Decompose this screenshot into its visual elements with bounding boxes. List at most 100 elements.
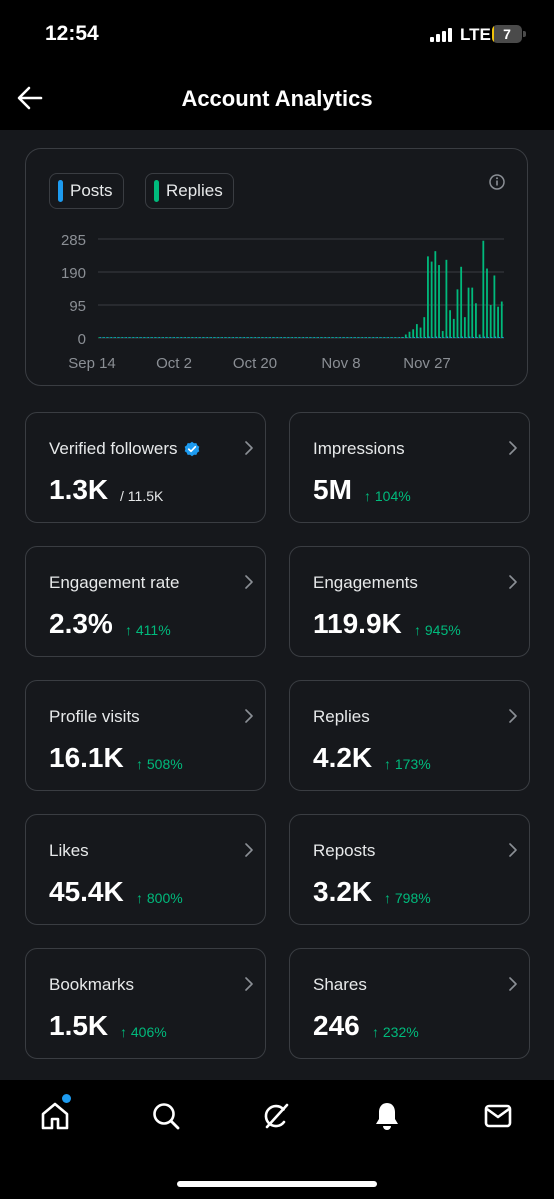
bar-replies (294, 337, 296, 338)
bar-posts (480, 337, 482, 338)
legend-label-posts: Posts (70, 181, 113, 200)
bar-replies (205, 337, 208, 338)
metric-value: 16.1K (49, 742, 124, 773)
metric-value: 1.5K (49, 1010, 109, 1041)
bar-replies (190, 337, 193, 338)
metric-card-engagements[interactable]: Engagements 119.9K ↑ 945% (289, 546, 530, 657)
metric-card-impressions[interactable]: Impressions 5M ↑ 104% (289, 412, 530, 523)
messages-icon[interactable] (482, 1100, 514, 1132)
bar-replies (164, 337, 167, 338)
metric-value: 4.2K (313, 742, 373, 773)
bar-posts (277, 337, 279, 338)
bar-replies (128, 337, 130, 338)
metric-change: ↑ 945% (414, 622, 461, 638)
battery-icon: 7 (492, 25, 522, 43)
search-icon[interactable] (150, 1100, 182, 1132)
bar-replies (386, 337, 389, 338)
bar-replies (460, 266, 463, 338)
bar-posts (498, 336, 500, 338)
bar-posts (391, 337, 393, 338)
metric-card-profile-visits[interactable]: Profile visits 16.1K ↑ 508% (25, 680, 266, 791)
bar-posts (476, 336, 478, 338)
bar-replies (434, 251, 437, 338)
bar-posts (339, 337, 342, 338)
bar-replies (172, 337, 175, 338)
metric-card-reposts[interactable]: Reposts 3.2K ↑ 798% (289, 814, 530, 925)
metric-card-bookmarks[interactable]: Bookmarks 1.5K ↑ 406% (25, 948, 266, 1059)
bar-replies (356, 337, 359, 338)
bar-posts (288, 337, 290, 338)
legend-swatch-posts (58, 180, 63, 202)
metric-change: ↑ 800% (136, 890, 183, 906)
bar-posts (210, 337, 212, 338)
metric-label-wrap: Shares (313, 975, 367, 995)
bar-replies (279, 337, 282, 338)
grok-icon[interactable] (260, 1100, 292, 1132)
bar-replies (231, 337, 234, 338)
back-button[interactable] (14, 82, 46, 114)
metric-card-replies[interactable]: Replies 4.2K ↑ 173% (289, 680, 530, 791)
chevron-right-icon (245, 575, 253, 589)
bar-replies (268, 337, 271, 338)
metric-card-likes[interactable]: Likes 45.4K ↑ 800% (25, 814, 266, 925)
x-tick-label: Sep 14 (68, 355, 116, 372)
bar-posts (151, 337, 153, 338)
legend-posts[interactable]: Posts (49, 173, 124, 209)
bar-replies (227, 337, 230, 338)
bar-posts (251, 337, 253, 338)
bar-replies (497, 306, 499, 338)
home-notification-dot (62, 1094, 71, 1103)
metric-card-engagement-rate[interactable]: Engagement rate 2.3% ↑ 411% (25, 546, 266, 657)
bar-posts (435, 336, 438, 338)
bar-replies (364, 337, 367, 338)
notifications-icon[interactable] (371, 1100, 403, 1132)
y-tick-label: 95 (69, 298, 86, 315)
bar-replies (397, 337, 400, 338)
metric-label-wrap: Profile visits (49, 707, 140, 727)
bar-replies (349, 337, 352, 338)
bar-posts (280, 337, 283, 338)
bar-posts (351, 337, 353, 338)
legend-swatch-replies (154, 180, 159, 202)
bottom-tab-bar (0, 1080, 554, 1199)
info-icon[interactable] (488, 173, 506, 191)
metric-label: Shares (313, 975, 367, 994)
chevron-right-icon (245, 843, 253, 857)
bar-posts (446, 336, 449, 338)
bar-replies (452, 318, 455, 338)
bar-replies (235, 337, 237, 338)
bar-posts (369, 337, 371, 338)
home-icon[interactable] (39, 1100, 71, 1132)
bar-replies (360, 337, 363, 338)
bar-replies (379, 337, 381, 338)
analytics-content: Posts Replies 285 190 95 0 Sep 14 Oct 2 Oct 20… (0, 130, 554, 1080)
bar-replies (146, 337, 149, 338)
bar-posts (314, 337, 316, 338)
bar-replies (486, 268, 488, 338)
metric-change: ↑ 173% (384, 756, 431, 772)
bar-replies (109, 337, 112, 338)
home-indicator (177, 1181, 377, 1187)
bar-replies (327, 337, 330, 338)
bar-replies (419, 327, 422, 338)
bar-posts (310, 337, 312, 338)
bar-replies (338, 337, 341, 338)
bar-replies (179, 337, 182, 338)
network-label: LTE (460, 25, 491, 44)
bar-replies (290, 337, 293, 338)
metric-label-wrap: Replies (313, 707, 370, 727)
bar-replies (401, 336, 404, 338)
bar-posts (166, 337, 168, 338)
bar-replies (408, 331, 411, 338)
metric-label: Impressions (313, 439, 405, 458)
bar-posts (299, 337, 301, 338)
legend-replies[interactable]: Replies (145, 173, 234, 209)
bar-posts (373, 337, 375, 338)
bar-posts (114, 337, 116, 338)
x-tick-label: Nov 8 (321, 355, 360, 372)
bar-posts (255, 337, 257, 338)
metric-value: 246 (313, 1010, 360, 1041)
bar-replies (375, 337, 378, 338)
metric-card-shares[interactable]: Shares 246 ↑ 232% (289, 948, 530, 1059)
metric-card-verified-followers[interactable]: Verified followers 1.3K / 11.5K (25, 412, 266, 523)
